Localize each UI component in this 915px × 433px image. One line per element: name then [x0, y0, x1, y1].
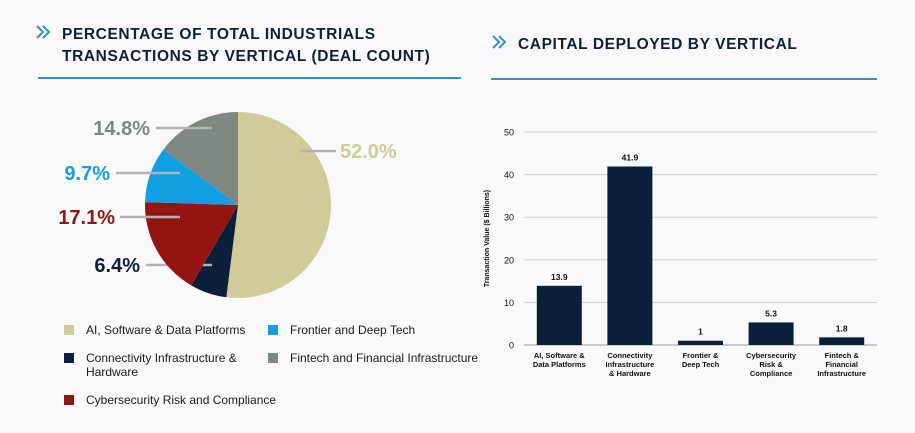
y-tick-label: 30 — [504, 213, 514, 223]
pie-slice — [144, 202, 238, 286]
bar-value-label: 1 — [698, 327, 703, 337]
pie-data-label: 17.1% — [58, 207, 115, 229]
x-category-label: AI, Software & — [534, 351, 585, 360]
y-axis-label: Transaction Value ($ Billions) — [484, 190, 491, 287]
pie-title-line1: PERCENTAGE OF TOTAL INDUSTRIALS — [62, 26, 376, 43]
legend-swatch — [268, 353, 278, 363]
legend-item: Frontier and Deep Tech — [268, 323, 415, 337]
legend-label: Fintech and Financial Infrastructure — [290, 351, 479, 365]
legend-label: Frontier and Deep Tech — [290, 323, 416, 337]
bar-value-label: 41.9 — [622, 153, 639, 163]
x-category-label: Infrastructure — [606, 360, 655, 369]
x-category-label: Cybersecurity — [746, 351, 797, 360]
pie-data-label: 14.8% — [93, 118, 150, 140]
legend-item: AI, Software & Data Platforms — [64, 323, 245, 337]
bar — [819, 337, 865, 345]
legend-swatch — [64, 353, 74, 363]
legend-label: AI, Software & Data Platforms — [86, 323, 246, 337]
bar-value-label: 13.9 — [551, 272, 568, 282]
pie-data-label: 9.7% — [64, 163, 110, 185]
legend-item: Fintech and Financial Infrastructure — [268, 351, 478, 365]
x-category-label: & Hardware — [609, 369, 651, 378]
legend-item: Connectivity Infrastructure & Hardware — [64, 351, 254, 379]
legend-swatch — [64, 325, 74, 335]
x-category-label: Data Platforms — [533, 360, 586, 369]
x-category-label: Financial — [825, 360, 858, 369]
y-tick-label: 40 — [504, 170, 514, 180]
pie-data-label: 6.4% — [94, 255, 140, 277]
legend-item: Cybersecurity Risk and Compliance — [64, 393, 276, 407]
bar-chart-title: CAPITAL DEPLOYED BY VERTICAL — [492, 34, 892, 56]
y-tick-label: 10 — [504, 298, 514, 308]
pie-data-label: 52.0% — [340, 141, 397, 163]
x-category-label: Frontier & — [683, 351, 719, 360]
pie-slice — [163, 112, 238, 205]
bar-value-label: 5.3 — [765, 308, 777, 318]
double-chevron-icon — [492, 35, 507, 49]
x-category-label: Risk & — [759, 360, 783, 369]
y-tick-label: 20 — [504, 255, 514, 265]
y-tick-label: 0 — [509, 341, 514, 351]
bar — [748, 322, 794, 345]
bar — [678, 340, 723, 345]
bar — [607, 166, 653, 345]
legend-swatch — [268, 325, 278, 335]
pie-title-line2: TRANSACTIONS BY VERTICAL (DEAL COUNT) — [62, 48, 431, 65]
bar-title-text: CAPITAL DEPLOYED BY VERTICAL — [518, 36, 798, 53]
title-divider — [491, 78, 877, 80]
pie-slice — [145, 149, 238, 205]
bar — [536, 285, 582, 345]
bar-value-label: 1.8 — [836, 323, 848, 333]
title-divider — [38, 77, 461, 79]
pie-slice — [226, 112, 332, 298]
x-category-label: Compliance — [750, 369, 793, 378]
x-category-label: Deep Tech — [682, 360, 720, 369]
y-tick-label: 50 — [504, 128, 514, 138]
legend-swatch — [64, 395, 74, 405]
pie-slice — [191, 205, 238, 298]
double-chevron-icon — [36, 25, 51, 39]
x-category-label: Fintech & — [825, 351, 860, 360]
x-category-label: Infrastructure — [817, 369, 866, 378]
legend-label: Cybersecurity Risk and Compliance — [86, 393, 277, 407]
legend-label: Connectivity Infrastructure & Hardware — [86, 351, 237, 379]
pie-chart-title: PERCENTAGE OF TOTAL INDUSTRIALS TRANSACT… — [36, 24, 456, 68]
x-category-label: Connectivity — [607, 351, 653, 360]
